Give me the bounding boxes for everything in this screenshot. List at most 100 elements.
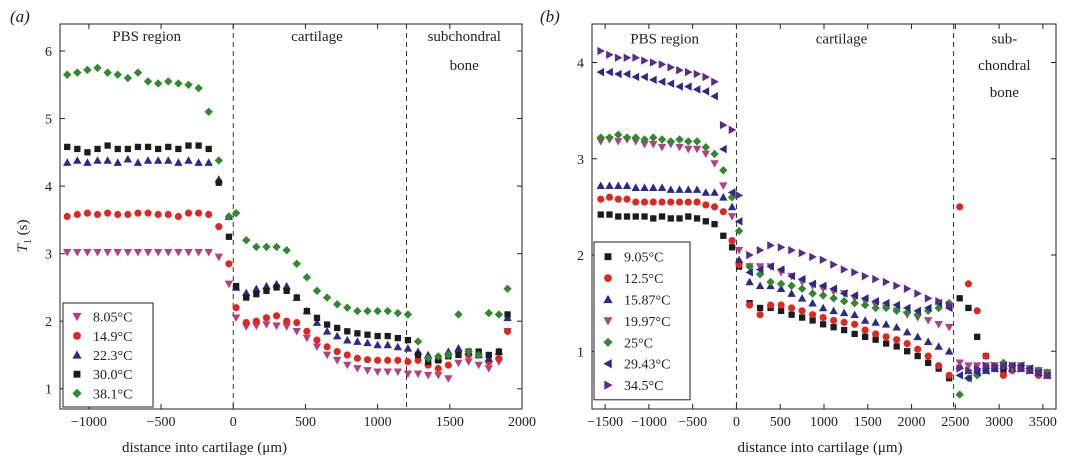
data-point: [606, 211, 613, 218]
data-point: [892, 306, 901, 316]
data-point: [596, 181, 605, 190]
data-point: [104, 142, 111, 149]
data-point: [955, 359, 964, 367]
panel-b-x-tick-label: 3000: [985, 415, 1013, 430]
legend-marker: [604, 380, 613, 390]
data-point: [83, 248, 92, 257]
data-point: [692, 137, 702, 146]
panel-a-y-tick-label: 3: [45, 248, 52, 263]
data-point: [924, 294, 933, 303]
data-point: [701, 150, 711, 159]
data-point: [640, 183, 649, 191]
data-point: [93, 210, 102, 219]
data-point: [808, 289, 817, 298]
data-point: [282, 323, 291, 331]
data-point: [63, 70, 72, 79]
data-point: [184, 209, 193, 217]
data-point: [798, 248, 807, 258]
panel-b-region-label: cartilage: [816, 31, 868, 47]
data-point: [312, 286, 322, 295]
data-point: [312, 343, 322, 352]
data-point: [454, 359, 463, 368]
data-point: [113, 70, 122, 79]
data-point: [323, 321, 331, 328]
data-point: [767, 301, 775, 309]
data-point: [632, 213, 639, 220]
data-point: [434, 371, 443, 380]
data-point: [614, 53, 623, 62]
data-point: [623, 213, 631, 220]
data-point: [292, 259, 301, 268]
data-point: [766, 277, 775, 287]
panel-a-y-tick-label: 5: [45, 113, 52, 128]
data-point: [787, 289, 796, 297]
data-point: [597, 195, 605, 203]
data-point: [839, 308, 849, 317]
data-point: [164, 210, 172, 219]
data-point: [597, 211, 604, 218]
panel-b-x-tick-label: 1000: [810, 415, 838, 430]
data-point: [454, 344, 463, 352]
panel-a-x-tick-label: −500: [147, 415, 176, 430]
legend-label: 22.3°C: [93, 349, 132, 364]
data-point: [605, 133, 614, 142]
data-point: [93, 156, 102, 164]
data-point: [745, 268, 753, 277]
data-point: [363, 367, 372, 375]
data-point: [134, 209, 142, 217]
legend-label: 14.9°C: [93, 330, 132, 345]
data-point: [364, 331, 371, 338]
legend-marker: [604, 253, 612, 261]
data-point: [818, 291, 828, 300]
data-point: [495, 354, 503, 362]
data-point: [154, 210, 162, 219]
data-point: [394, 334, 401, 342]
data-point: [872, 336, 879, 343]
data-point: [354, 330, 361, 337]
data-point: [73, 68, 82, 77]
data-point: [676, 215, 683, 222]
panel-b-chart: (b) distance into cartilage (μm) −1500 −1…: [540, 7, 1057, 456]
legend-marker: [603, 337, 613, 347]
data-point: [666, 137, 675, 146]
data-point: [403, 370, 413, 379]
data-point: [124, 145, 132, 153]
panel-b-x-tick-label: 500: [770, 415, 791, 430]
panel-a-y-tick-label: 1: [45, 383, 52, 398]
data-point: [204, 107, 213, 117]
legend-label: 15.87°C: [624, 294, 670, 309]
panel-b-x-tick-label: −500: [678, 415, 707, 430]
data-point: [684, 185, 693, 193]
data-point: [384, 356, 392, 364]
data-point: [113, 248, 122, 257]
panel-a-y-label-subscript: 1: [23, 239, 34, 244]
panel-a-frame: [59, 23, 523, 410]
data-point: [982, 361, 991, 370]
data-point: [262, 281, 271, 290]
data-point: [393, 368, 403, 377]
data-point: [596, 138, 605, 146]
data-point: [252, 284, 261, 293]
data-point: [787, 271, 795, 281]
data-point: [684, 198, 692, 206]
data-point: [818, 281, 827, 290]
data-point: [649, 183, 658, 191]
panel-a-legend: 8.05°C 14.9°C 22.3°C 30.0°C 38.1°C: [62, 302, 154, 408]
panel-a-region-label: PBS region: [112, 29, 181, 45]
panel-b-legend: 9.05°C 12.5°C 15.87°C 19.97°C 25°C 29.43°C 34.…: [593, 241, 691, 401]
data-point: [322, 351, 332, 360]
data-point: [684, 137, 693, 146]
data-point: [153, 156, 163, 164]
data-point: [658, 213, 666, 220]
data-point: [205, 210, 213, 219]
panel-b-region-label: chondral: [978, 58, 1030, 74]
data-point: [860, 300, 870, 310]
data-point: [303, 327, 311, 335]
data-point: [860, 294, 869, 303]
panel-b-x-tick-label: 3500: [1029, 415, 1057, 430]
data-point: [934, 303, 943, 313]
data-point: [745, 262, 754, 271]
data-point: [745, 277, 754, 286]
legend-label: 34.5°C: [624, 379, 663, 394]
data-point: [991, 361, 999, 370]
